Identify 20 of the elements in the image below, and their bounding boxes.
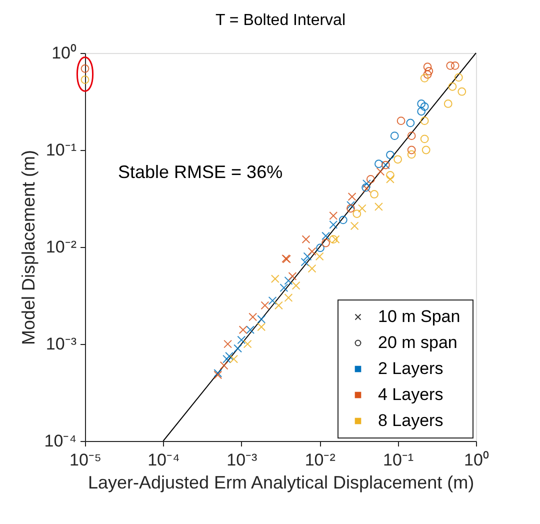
chart-title: T = Bolted Interval — [216, 12, 346, 29]
x-tick-label: 10⁻² — [304, 450, 336, 470]
x-tick-label: 10⁻³ — [226, 450, 258, 470]
y-tick-label: 10⁻³ — [46, 334, 77, 354]
x-axis-title: Layer-Adjusted Erm Analytical Displacement (m) — [88, 472, 474, 492]
legend-label: 4 Layers — [378, 385, 444, 404]
y-tick-label: 10⁻² — [46, 238, 77, 256]
legend-label: 20 m span — [378, 333, 458, 352]
x-tick-label: 10⁰ — [464, 450, 489, 470]
legend-label: 2 Layers — [378, 359, 444, 378]
y-tick-label: 10⁰ — [52, 44, 76, 62]
x-tick-label: 10⁻⁴ — [148, 450, 180, 470]
y-axis-title: Model Displacement (m) — [18, 150, 38, 346]
y-tick-label: 10⁻⁴ — [44, 432, 76, 450]
legend-label: 10 m Span — [378, 307, 460, 326]
annotation: Stable RMSE = 36% — [118, 162, 283, 182]
y-tick-label: 10⁻¹ — [46, 140, 77, 160]
legend-label: 8 Layers — [378, 411, 444, 430]
x-tick-label: 10⁻¹ — [383, 450, 414, 470]
x-tick-label: 10⁻⁵ — [70, 450, 102, 470]
